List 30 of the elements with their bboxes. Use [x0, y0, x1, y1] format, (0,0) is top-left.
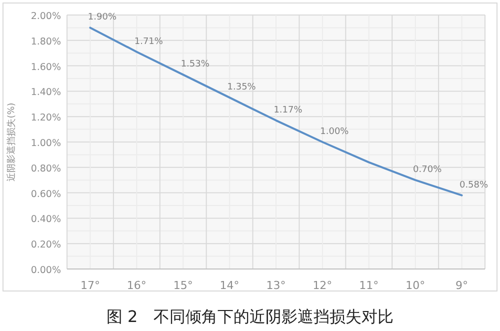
x-tick-label: 16°	[126, 279, 146, 292]
y-tick-label: 1.00%	[30, 138, 61, 149]
data-label: 1.17%	[274, 105, 303, 116]
data-label: 1.53%	[180, 60, 210, 70]
data-label: 1.00%	[320, 127, 350, 137]
y-tick-label: 2.00%	[30, 11, 61, 22]
x-tick-label: 9°	[456, 279, 468, 292]
x-tick-label: 10°	[406, 279, 426, 292]
y-tick-label: 0.20%	[30, 240, 61, 251]
y-tick-label: 1.80%	[30, 36, 61, 48]
x-tick-label: 11°	[359, 279, 379, 292]
x-tick-label: 15°	[173, 279, 193, 292]
x-tick-label: 17°	[80, 279, 100, 292]
x-tick-label: 13°	[266, 279, 286, 292]
y-tick-label: 0.60%	[30, 188, 61, 200]
data-label: 0.58%	[459, 180, 489, 190]
data-label: 1.71%	[134, 36, 164, 47]
data-label: 1.35%	[227, 82, 256, 93]
y-tick-label: 1.40%	[30, 87, 61, 98]
y-axis-title: 近阴影遮挡损失(%)	[6, 102, 17, 182]
x-tick-label: 12°	[312, 279, 332, 292]
x-tick-label: 14°	[220, 279, 240, 292]
data-label: 0.70%	[413, 165, 442, 176]
y-tick-label: 1.60%	[30, 62, 61, 73]
y-tick-label: 0.00%	[30, 265, 61, 276]
data-label: 1.90%	[88, 12, 117, 23]
y-tick-label: 0.80%	[30, 163, 61, 174]
caption: 图 2 不同倾角下的近阴影遮挡损失对比	[106, 307, 394, 326]
y-tick-label: 0.40%	[30, 214, 61, 226]
y-tick-label: 1.20%	[30, 112, 61, 124]
